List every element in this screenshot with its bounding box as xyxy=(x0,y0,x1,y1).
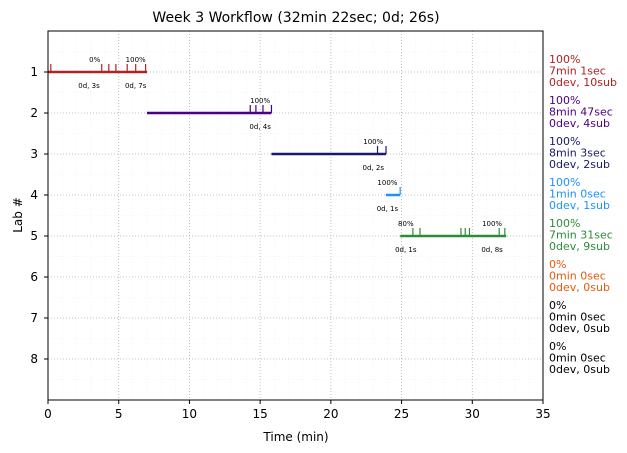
lab-annotation: 100% xyxy=(363,138,383,146)
lab-stat-line: 1min 0sec xyxy=(549,188,606,201)
y-tick-label: 1 xyxy=(30,65,38,79)
lab-stat-line: 8min 47sec xyxy=(549,106,613,119)
y-tick-label: 7 xyxy=(30,311,38,325)
lab-annotation: 100% xyxy=(126,56,146,64)
lab-stat-line: 100% xyxy=(549,135,580,148)
x-tick-label: 10 xyxy=(182,407,197,421)
axis-ticks: 0 5 10 15 20 25 30 35 1 2 3 4 5 6 7 8 xyxy=(30,65,550,421)
x-tick-label: 20 xyxy=(323,407,338,421)
lab-annotation: 100% xyxy=(250,97,270,105)
lab-annotation: 100% xyxy=(377,179,397,187)
grid xyxy=(47,31,544,400)
lab-stat-line: 0dev, 1sub xyxy=(549,199,610,212)
x-tick-label: 15 xyxy=(253,407,268,421)
y-tick-label: 6 xyxy=(30,270,38,284)
lab-stat-line: 0% xyxy=(549,299,566,312)
y-tick-label: 4 xyxy=(30,188,38,202)
lab-stat-line: 0dev, 0sub xyxy=(549,322,610,335)
lab-stat-line: 100% xyxy=(549,217,580,230)
lab-annotation: 0d, 1s xyxy=(395,246,417,254)
lab-annotation: 0% xyxy=(89,56,100,64)
lab-stat-line: 0dev, 0sub xyxy=(549,363,610,376)
lab-annotation: 0d, 2s xyxy=(363,164,385,172)
y-tick-label: 5 xyxy=(30,229,38,243)
x-tick-label: 30 xyxy=(465,407,480,421)
lab-annotation: 0d, 3s xyxy=(78,82,100,90)
lab-stat-line: 100% xyxy=(549,176,580,189)
lab-annotation: 0d, 4s xyxy=(249,123,271,131)
lab-stat-line: 100% xyxy=(549,53,580,66)
lab-stat-line: 0dev, 0sub xyxy=(549,281,610,294)
lab-annotation: 80% xyxy=(398,220,414,228)
lab-stat-line: 0dev, 2sub xyxy=(549,158,610,171)
lab-stat-line: 0min 0sec xyxy=(549,311,606,324)
y-tick-label: 3 xyxy=(30,147,38,161)
x-tick-label: 5 xyxy=(115,407,123,421)
lab-stat-line: 0% xyxy=(549,340,566,353)
plot-frame xyxy=(47,30,544,401)
lab-annotation: 0d, 1s xyxy=(377,205,399,213)
lab-stat-line: 0dev, 9sub xyxy=(549,240,610,253)
lab-stat-line: 100% xyxy=(549,94,580,107)
lab-stat-line: 0dev, 4sub xyxy=(549,117,610,130)
x-tick-label: 25 xyxy=(394,407,409,421)
lab-annotation: 0d, 8s xyxy=(481,246,503,254)
lab-bars: 0% 100% 0d, 3s 0d, 7s 100% 0d, 4s 100% 0d, 2s 10… xyxy=(48,56,507,254)
lab-stat-line: 0min 0sec xyxy=(549,352,606,365)
y-tick-label: 8 xyxy=(30,352,38,366)
lab-annotation: 0d, 7s xyxy=(125,82,147,90)
x-axis-label: Time (min) xyxy=(262,430,328,444)
lab-stat-line: 7min 1sec xyxy=(549,65,606,78)
y-tick-label: 2 xyxy=(30,106,38,120)
y-axis-label: Lab # xyxy=(11,197,25,233)
lab-stat-line: 7min 31sec xyxy=(549,229,613,242)
lab-stat-line: 8min 3sec xyxy=(549,147,606,160)
x-tick-label: 35 xyxy=(535,407,550,421)
lab-stat-line: 0% xyxy=(549,258,566,271)
lab-annotation: 100% xyxy=(482,220,502,228)
lab-stat-line: 0dev, 10sub xyxy=(549,76,617,89)
chart-title: Week 3 Workflow (32min 22sec; 0d; 26s) xyxy=(152,10,439,26)
lab-stat-line: 0min 0sec xyxy=(549,270,606,283)
x-tick-label: 0 xyxy=(44,407,52,421)
